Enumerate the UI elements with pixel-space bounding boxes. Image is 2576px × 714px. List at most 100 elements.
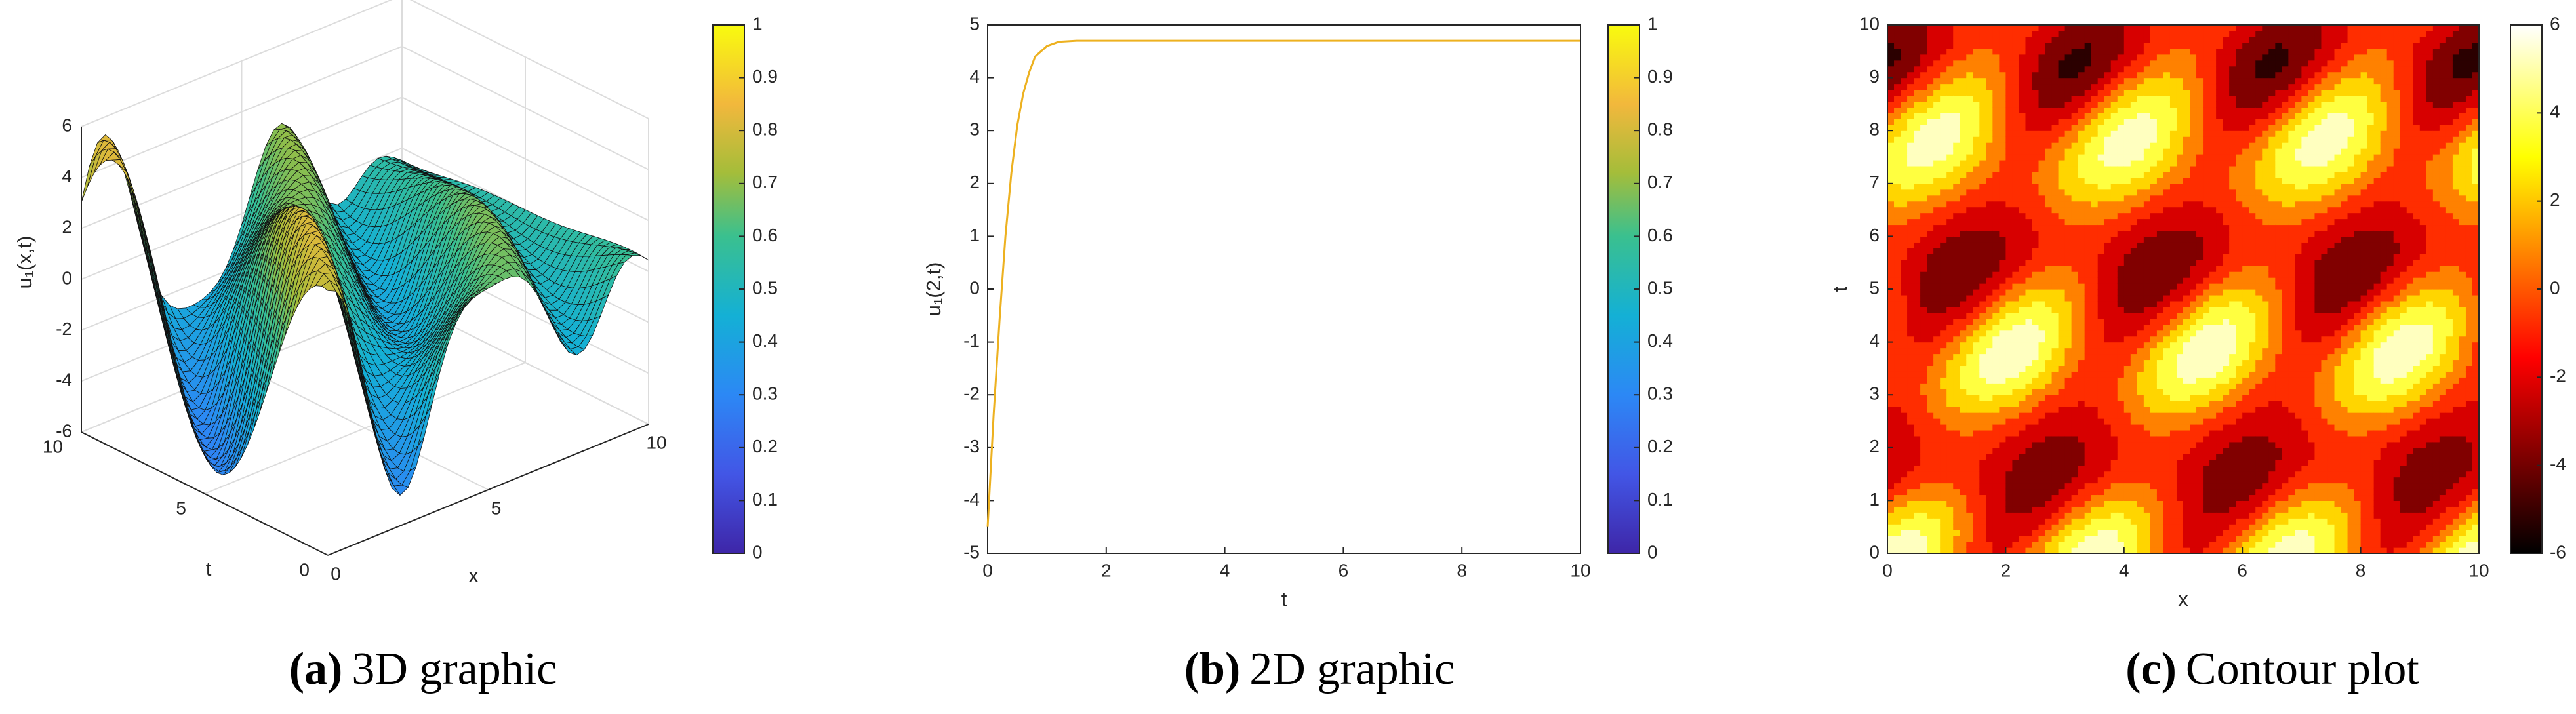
contour-cell [1992,60,2000,67]
contour-cell [2097,36,2105,43]
contour-cell [2005,494,2013,501]
contour-cell [1901,530,1908,536]
contour-cell [2005,359,2013,367]
contour-cell [1946,383,1954,389]
contour-cell [1901,95,1908,102]
contour-cell [2104,347,2112,355]
contour-cell [1933,224,1941,231]
contour-cell [1966,271,1973,278]
contour-cell [1979,195,1986,202]
contour-cell [1953,277,1960,284]
contour-cell [2097,154,2105,161]
contour-cell [1992,483,2000,490]
contour-cell [1894,230,1901,237]
contour-cell [1973,254,1980,260]
contour-cell [2038,107,2046,113]
contour-cell [1940,542,1947,548]
contour-cell [1887,477,1895,484]
contour-cell [1992,412,2000,419]
contour-cell [2025,453,2033,460]
contour-cell [2058,524,2066,530]
contour-cell [2005,441,2013,448]
contour-cell [2012,119,2020,125]
contour-cell [2032,435,2040,443]
contour-cell [1894,453,1901,460]
contour-cell [2071,159,2079,167]
contour-cell [1979,483,1986,490]
contour-cell [1960,441,1967,448]
contour-cell [2019,42,2026,49]
contour-cell [1887,171,1895,178]
contour-cell [1953,530,1960,536]
contour-cell [1946,294,1954,302]
contour-cell [1979,60,1986,67]
contour-cell [2078,130,2085,137]
contour-cell [1999,359,2006,367]
contour-cell [2117,389,2125,395]
contour-cell [1887,207,1895,214]
contour-cell [2104,136,2112,143]
contour-cell [1966,429,1973,437]
contour-cell [1992,224,2000,231]
contour-cell [2012,242,2020,248]
contour-cell [2110,224,2118,231]
contour-cell [2104,277,2112,284]
contour-cell [2025,483,2033,490]
contour-cell [1940,441,1947,448]
contour-cell [2058,260,2066,266]
contour-cell [2123,477,2131,484]
contour-cell [2045,453,2053,460]
contour-cell [1999,83,2006,90]
contour-cell [1914,159,1921,167]
contour-cell [2064,536,2072,542]
contour-cell [2084,324,2092,331]
contour-cell [2110,95,2118,102]
contour-cell [1973,365,1980,372]
contour-cell [1973,542,1980,548]
y-tick-label: 4 [969,66,980,87]
contour-cell [2110,459,2118,466]
contour-cell [2104,429,2112,437]
contour-cell [2051,254,2059,260]
contour-cell [1986,395,1993,401]
contour-cell [1960,289,1967,296]
contour-cell [2045,494,2053,501]
contour-cell [1920,107,1927,113]
contour-cell [2012,212,2020,220]
contour-cell [1914,371,1921,378]
caption-text: 2D graphic [1249,644,1455,694]
contour-cell [2064,113,2072,119]
contour-cell [1953,142,1960,149]
contour-cell [2064,48,2072,55]
contour-cell [2038,383,2046,389]
contour-cell [2012,66,2020,73]
contour-cell [1940,277,1947,284]
contour-cell [1894,518,1901,525]
contour-cell [1946,407,1954,413]
contour-cell [1986,512,1993,519]
contour-cell [2025,412,2033,419]
contour-cell [1940,536,1947,542]
y-tick-label: 5 [176,498,186,518]
contour-cell [1887,189,1895,196]
contour-cell [2091,477,2099,484]
contour-cell [1966,36,1973,43]
contour-cell [1973,277,1980,284]
contour-cell [1992,260,2000,266]
contour-cell [1920,125,1927,131]
contour-cell [1953,289,1960,296]
contour-cell [2071,113,2079,119]
contour-cell [2123,353,2131,361]
contour-cell [1953,494,1960,501]
contour-cell [1933,119,1941,125]
contour-cell [2064,159,2072,167]
contour-cell [2117,130,2125,137]
contour-cell [2104,36,2112,43]
contour-cell [1992,506,2000,513]
contour-cell [1894,212,1901,220]
contour-cell [2091,83,2099,90]
contour-cell [2064,441,2072,448]
contour-cell [2051,530,2059,536]
contour-cell [2091,195,2099,202]
contour-cell [2005,477,2013,484]
